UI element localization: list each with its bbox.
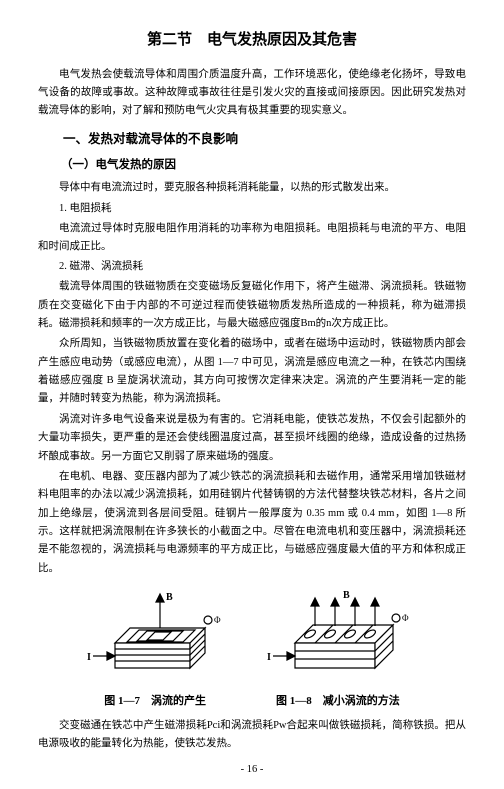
list-item: 2. 磁滞、涡流损耗: [38, 258, 466, 276]
figure-1-8: B I Φ: [265, 588, 420, 690]
intro-paragraph: 电气发热会使载流导体和周围介质温度升高，工作环境恶化，使绝缘老化扬坏，导致电气设…: [38, 66, 466, 121]
svg-text:Φ: Φ: [402, 613, 409, 623]
page-number: - 16 -: [38, 761, 466, 779]
figure-caption: 图 1—8 减小涡流的方法: [276, 692, 400, 711]
section-title: 第二节 电气发热原因及其危害: [38, 28, 466, 54]
paragraph: 载流导体周围的铁磁物质在交变磁场反复磁化作用下，将产生磁滞、涡流损耗。铁磁物质在…: [38, 278, 466, 333]
svg-text:I: I: [87, 652, 91, 663]
svg-text:Φ: Φ: [214, 615, 221, 625]
eddy-diagram-icon: B I Φ: [85, 588, 235, 683]
paragraph: 电流流过导体时克服电阻作用消耗的功率称为电阻损耗。电阻损耗与电流的平方、电阻和时…: [38, 220, 466, 257]
svg-text:B: B: [343, 590, 350, 601]
paragraph: 涡流对许多电气设备来说是极为有害的。它消耗电能，使铁芯发热，不仅会引起额外的大量…: [38, 411, 466, 466]
figure-1-7: B I Φ: [85, 588, 235, 690]
paragraph: 众所周知，当铁磁物质放置在变化着的磁场中，或者在磁场中运动时，铁磁物质内部会产生…: [38, 335, 466, 409]
svg-text:I: I: [267, 652, 271, 663]
svg-text:B: B: [166, 592, 173, 603]
list-item: 1. 电阻损耗: [38, 200, 466, 218]
paragraph: 交变磁通在铁芯中产生磁滞损耗Pci和涡流损耗Pw合起来叫做铁磁损耗，简称铁损。把…: [38, 717, 466, 754]
figure-row: B I Φ: [38, 588, 466, 690]
lamination-diagram-icon: B I Φ: [265, 588, 420, 683]
figure-caption: 图 1—7 涡流的产生: [104, 692, 206, 711]
document-page: 第二节 电气发热原因及其危害 电气发热会使载流导体和周围介质温度升高，工作环境恶…: [0, 0, 504, 789]
heading-1: 一、发热对载流导体的不良影响: [38, 129, 466, 150]
heading-2: （一）电气发热的原因: [38, 156, 466, 176]
paragraph: 导体中有电流流过时，要克服各种损耗消耗能量，以热的形式散发出来。: [38, 179, 466, 197]
caption-row: 图 1—7 涡流的产生 图 1—8 减小涡流的方法: [38, 692, 466, 711]
paragraph: 在电机、电器、变压器内部为了减少铁芯的涡流损耗和去磁作用，通常采用增加铁磁材料电…: [38, 468, 466, 578]
